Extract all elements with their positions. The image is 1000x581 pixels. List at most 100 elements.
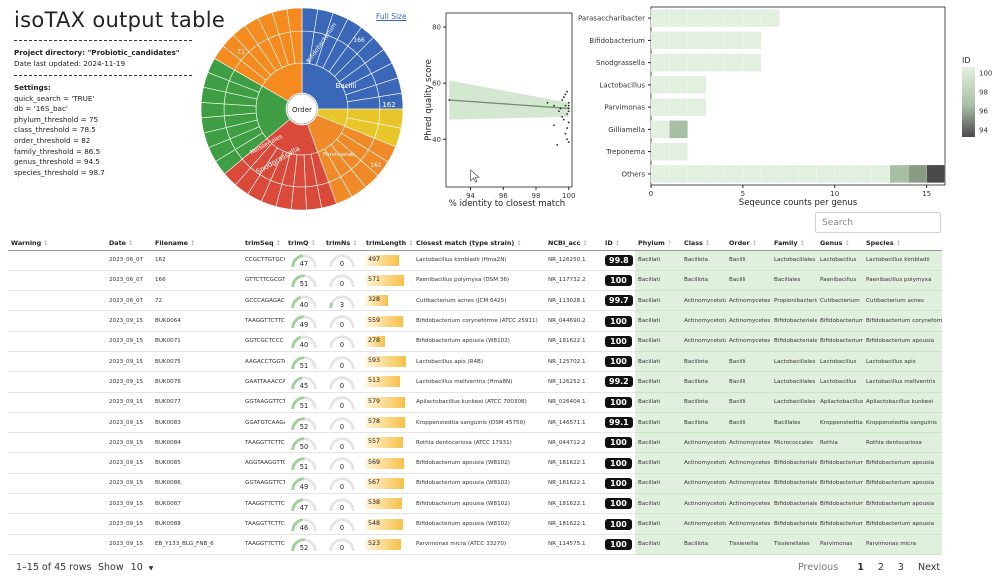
gauge-fill [291,498,304,511]
project-value: "Probiotic_candidates" [87,48,180,57]
bar-segment [687,53,707,72]
column-header[interactable]: trimSeq ↕ [242,236,285,251]
column-header-label: trimSeq [245,238,274,247]
column-header[interactable]: Closest match (type strain) ↕ [413,236,545,251]
date-cell: 2023_09_15 [106,392,152,413]
next-page-button[interactable]: Next [918,562,941,573]
page-size-select[interactable]: 10 ▼ [131,562,161,573]
trimlength-bar: 593 [366,356,406,368]
closest-match-cell: Lactobacillus kimbladii (Hma2N) [413,250,545,271]
table-row[interactable]: 2023_09_15 EB_Y133_BLG_FNB_6 TAAGGTTCTTC 52… [8,534,942,555]
gauge-fill [291,336,302,349]
column-header[interactable]: Phylum ↑ [635,236,681,251]
bar-segment [871,164,890,183]
trimlength-cell: 278 [363,331,413,352]
column-header[interactable]: Species ↕ [863,236,942,251]
column-header[interactable]: trimQ ↕ [285,236,323,251]
closest-match-cell: Parvimonas micra (ATCC 33270) [413,534,545,555]
column-header[interactable]: trimNs ↕ [323,236,363,251]
trimseq-cell: TAAGGTTCTTC [242,493,285,515]
trimlength-fill [366,396,405,408]
full-size-link[interactable]: Full Size [376,12,407,21]
column-header[interactable]: Filename ↕ [152,236,242,251]
ncbi-acc-cell: NR_181622.1 [545,452,602,474]
trimns-gauge: 0 [329,416,355,431]
filename-cell: BUK0076 [152,371,242,393]
table-row[interactable]: 2023_09_15 BUK0064 TAAGGTTCTTC 49 0 559 Bifido… [8,310,942,332]
sunburst-label-72: 72 [237,49,245,56]
sunburst-chart[interactable]: OrderBacilli162SnodgrassellaNeisseriales… [199,6,405,212]
column-header-label: Genus [820,238,843,247]
table-row[interactable]: 2023_09_15 BUK0085 AGGTAAGGTTC 51 0 569 Bifido… [8,452,942,474]
column-header[interactable]: NCBI_acc ↕ [545,236,602,251]
scatter-point [448,99,451,101]
date-cell: 2023_09_15 [106,331,152,352]
trimq-cell: 49 [285,473,323,495]
trimlength-fill [366,315,403,327]
gauge-value: 0 [340,382,344,390]
gauge-track [329,396,355,410]
table-row[interactable]: 2023_09_15BUK0076GAATTAAACCAC 45 0 513 Lacto… [8,371,942,393]
table-row[interactable]: 2023_09_15 BUK0086 GGTAAGGTTCT 49 0 567 Bifido… [8,473,942,495]
scatter-point [561,99,564,101]
table-row[interactable]: 2023_09_15 BUK0088 TAAGGTTCTTC 46 0 548 Bifido… [8,513,942,535]
bar-segment [908,164,927,183]
search-input[interactable] [815,212,941,233]
class-cell: Actinomycetota [681,513,726,535]
date-cell: 2023_09_15 [106,371,152,393]
previous-page-button[interactable]: Previous [798,562,839,573]
page-3-button[interactable]: 3 [897,562,904,573]
sunburst-center[interactable] [286,93,318,125]
id-badge: 99.8 [605,254,633,266]
family-cell: Lactobacillales [771,250,817,271]
table-row[interactable]: 2023_09_15 BUK0083 GGATGTCAAGA 52 0 578 Kroppe… [8,412,942,434]
phylum-cell: Bacillati [635,371,681,393]
page-2-button[interactable]: 2 [877,562,884,573]
trimlength-value: 557 [368,438,381,446]
gauge-value: 0 [340,484,344,492]
bar-segment [816,164,835,183]
y-tick-label: 80 [432,24,441,32]
column-header[interactable]: ID ↕ [602,236,635,251]
warning-cell [8,452,106,474]
class-cell: Actinomycetota [681,310,726,332]
trimq-gauge: 47 [291,254,317,268]
trimlength-value: 513 [368,377,381,385]
column-header[interactable]: Class ↕ [681,236,726,251]
bar-segment [834,164,854,183]
column-header[interactable]: Order ↕ [726,236,771,251]
sector-bifidobacterium-outer[interactable] [286,7,303,33]
trimns-cell: 0 [323,270,363,292]
order-cell: Actinomycetes [726,473,771,495]
gauge-value: 0 [340,524,344,532]
table-row[interactable]: 2023_09_15 BUK0084 TAAGGTTCTTC 50 0 557 Rothia… [8,432,942,454]
scatter-point [566,90,568,93]
bar-segment [669,9,688,28]
sector-green-outer[interactable] [200,102,225,119]
table-row[interactable]: 2023_06_07 72 GCCCAGAGAC 40 3 328 Cutibacteriu… [8,290,942,312]
column-header[interactable]: Genus ↕ [817,236,863,251]
genus-cell: Bifidobacterium [817,452,863,474]
closest-match-cell: Bifidobacterium apousia (W8102) [413,493,545,515]
table-row[interactable]: 2023_09_15 BUK0087 TAAGGTTCTTC 47 0 538 Bifido… [8,493,942,515]
gauge-track [329,315,355,329]
table-row[interactable]: 2023_09_15 BUK0075 AAGACCTGGTA 51 0 593 Lactob… [8,351,942,373]
trimns-gauge: 0 [329,356,355,370]
column-header[interactable]: trimLength ↕ [363,236,413,251]
table-row[interactable]: 2023_09_15 BUK0071 GGTCGCTCCC 40 0 278 Bifidob… [8,331,942,352]
trimlength-fill [366,498,402,510]
page-1-button[interactable]: 1 [857,562,864,573]
table-row[interactable]: 2023_06_07 162 CCGCTTGTGCG 47 0 497 Lactobacil… [8,250,942,271]
table-row[interactable]: 2023_09_15 BUK0077 GGTAAGGTTCT 51 0 579 Apilac… [8,392,942,413]
gauge-value: 0 [340,423,344,431]
bar-segment [779,164,799,183]
column-header-label: NCBI_acc [548,238,581,247]
category-label: Others [621,170,645,178]
sort-icon: ↕ [799,238,805,247]
table-row[interactable]: 2023_06_07 166 GTTCTTCGCGT 51 0 571 Paenibacil… [8,270,942,292]
column-header[interactable]: Date ↕ [106,236,152,251]
column-header[interactable]: Warning ↕ [8,236,106,251]
column-header[interactable]: Family ↕ [771,236,817,251]
trimns-gauge: 0 [329,335,355,349]
bar-segment [687,164,707,183]
